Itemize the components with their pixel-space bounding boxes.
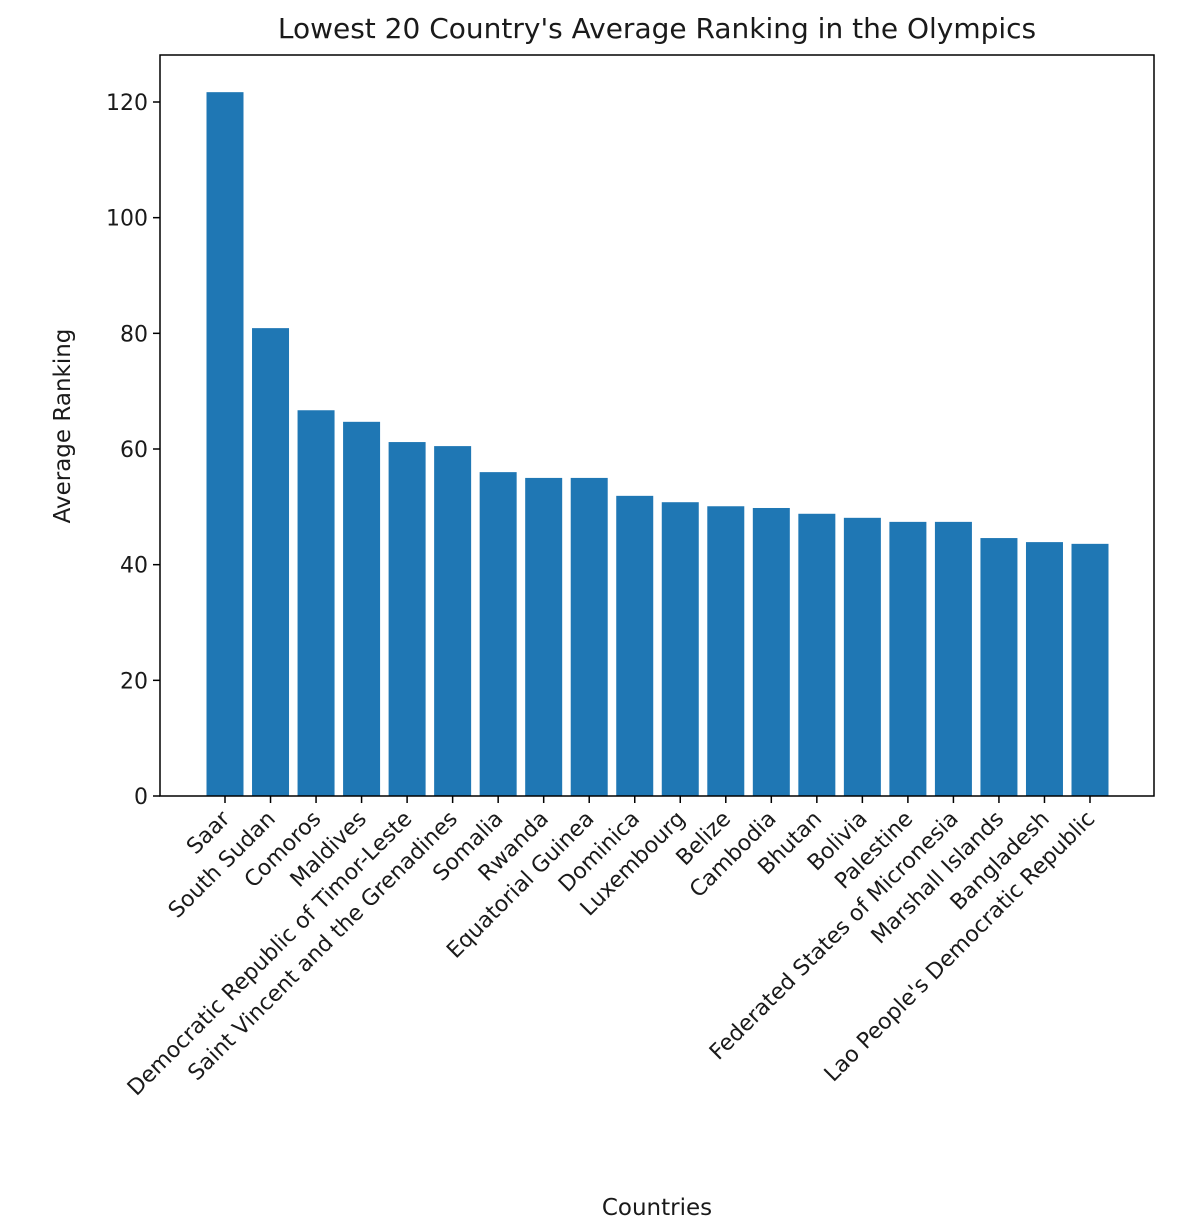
y-tick-label: 60: [120, 438, 148, 463]
bar: [1071, 543, 1109, 796]
bar: [707, 506, 745, 796]
bar: [889, 521, 927, 796]
y-tick-label: 20: [120, 669, 148, 694]
bar: [798, 513, 836, 796]
bar: [479, 472, 517, 796]
bar: [843, 517, 881, 796]
bar: [388, 442, 426, 796]
bar: [570, 477, 608, 796]
bar: [297, 410, 335, 796]
bar: [434, 446, 472, 796]
bar: [980, 538, 1018, 796]
bar: [1025, 542, 1063, 796]
y-tick-label: 120: [106, 91, 148, 116]
bar: [661, 502, 699, 796]
y-tick-label: 0: [134, 785, 148, 810]
bar: [206, 92, 244, 796]
plot-frame: [159, 54, 1155, 797]
y-tick-label: 40: [120, 554, 148, 579]
bar: [616, 495, 654, 796]
bar: [343, 421, 381, 796]
bar: [525, 477, 563, 796]
bar: [934, 521, 972, 796]
bar: [252, 328, 290, 796]
y-tick-label: 100: [106, 207, 148, 232]
y-tick-label: 80: [120, 322, 148, 347]
chart-title: Lowest 20 Country's Average Ranking in t…: [278, 12, 1036, 45]
x-axis-label: Countries: [602, 1195, 712, 1221]
y-axis-label: Average Ranking: [50, 329, 76, 524]
bar: [752, 507, 790, 796]
